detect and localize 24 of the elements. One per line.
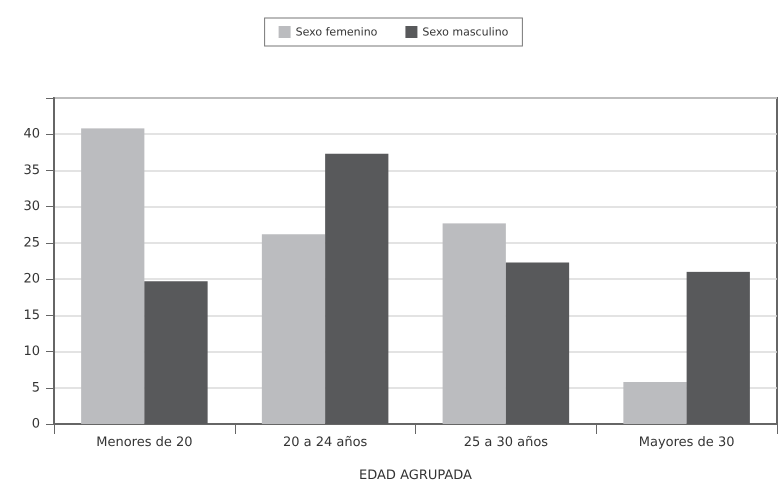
x-tick-label: Menores de 20 [96, 435, 193, 450]
y-tick-label: 40 [23, 126, 40, 142]
y-tick-label: 35 [23, 162, 40, 178]
x-tick-label: 20 a 24 años [282, 435, 368, 450]
bar [81, 128, 144, 424]
bar [144, 281, 208, 424]
y-tick-label: 15 [23, 308, 40, 323]
bar [262, 234, 326, 424]
y-tick-label: 10 [23, 344, 40, 360]
y-tick-label: 30 [23, 199, 40, 214]
bar [506, 262, 570, 424]
y-tick-label: 25 [23, 235, 40, 250]
bar [325, 154, 388, 424]
bar [623, 382, 687, 424]
bar [686, 272, 750, 424]
y-tick-label: 0 [32, 416, 40, 432]
x-axis-title: EDAD AGRUPADA [359, 468, 472, 483]
x-tick-label: 25 a 30 años [464, 435, 548, 450]
x-tick-label: Mayores de 30 [638, 435, 734, 450]
y-tick-label: 5 [32, 380, 40, 396]
legend-label: Sexo masculino [422, 26, 509, 38]
legend-label: Sexo femenino [296, 26, 378, 38]
y-tick-label: 20 [23, 272, 40, 287]
bar [442, 223, 506, 424]
